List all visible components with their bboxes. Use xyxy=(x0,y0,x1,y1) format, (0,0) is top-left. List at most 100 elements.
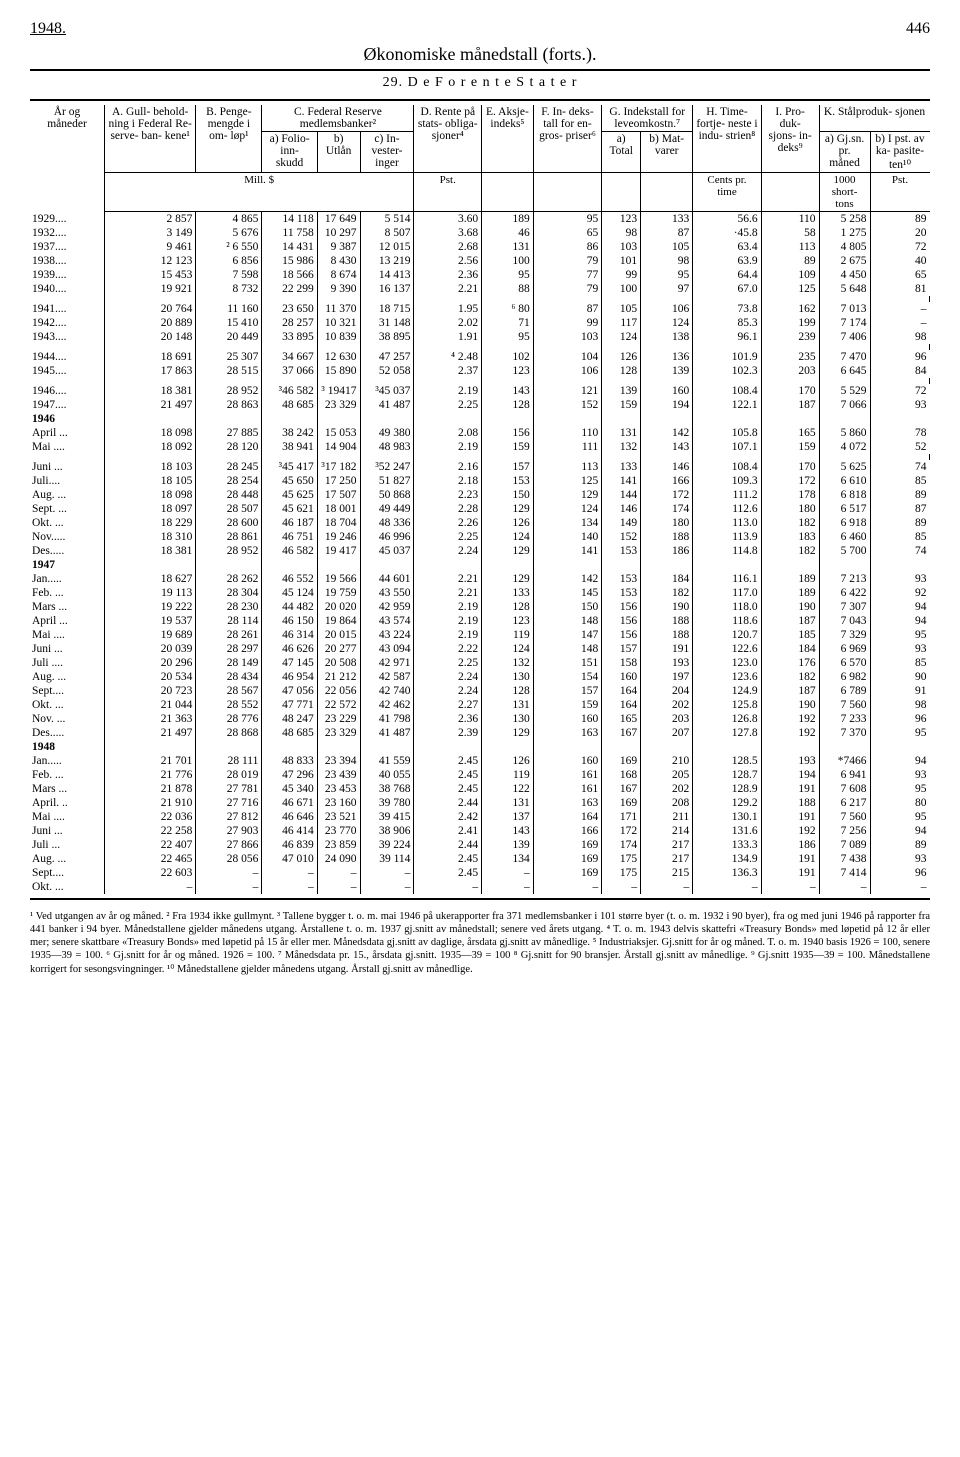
cell: 72 xyxy=(870,384,929,398)
cell: 2.19 xyxy=(414,440,482,454)
cell: 41 798 xyxy=(360,712,414,726)
table-row: Aug. ...18 09828 44845 62517 50750 8682.… xyxy=(30,488,930,502)
cell: 156 xyxy=(602,600,641,614)
cell: 128.5 xyxy=(693,754,761,768)
cell: 203 xyxy=(761,364,819,378)
table-row: 1938....12 1236 85615 9868 43013 2192.56… xyxy=(30,254,930,268)
cell: 192 xyxy=(761,726,819,740)
cell: 20 764 xyxy=(105,302,196,316)
cell: 169 xyxy=(602,754,641,768)
cell: 2.27 xyxy=(414,698,482,712)
cell: 189 xyxy=(761,586,819,600)
cell xyxy=(317,412,360,426)
cell: 63.4 xyxy=(693,240,761,254)
cell: 21 878 xyxy=(105,782,196,796)
cell: – xyxy=(602,880,641,894)
year: 1948. xyxy=(30,20,66,38)
cell: 2.25 xyxy=(414,398,482,412)
table-row: Des.....21 49728 86848 68523 32941 4872.… xyxy=(30,726,930,740)
cell: 8 507 xyxy=(360,226,414,240)
row-label: April ... xyxy=(30,426,105,440)
cell: 143 xyxy=(641,440,693,454)
page-header: 1948. 446 xyxy=(30,20,930,38)
cell: 157 xyxy=(602,642,641,656)
cell: 123 xyxy=(482,364,534,378)
cell: 95 xyxy=(870,782,929,796)
cell: 128 xyxy=(482,684,534,698)
table-row: 1948 xyxy=(30,740,930,754)
cell: 23 160 xyxy=(317,796,360,810)
cell: 7 013 xyxy=(819,302,870,316)
cell: 46 996 xyxy=(360,530,414,544)
cell: 95 xyxy=(482,268,534,282)
cell: 110 xyxy=(533,426,601,440)
cell: 207 xyxy=(641,726,693,740)
cell: 131 xyxy=(602,426,641,440)
cell xyxy=(602,740,641,754)
table-row: April ...18 09827 88538 24215 05349 3802… xyxy=(30,426,930,440)
col-F: F. In- deks- tall for en- gros- priser⁶ xyxy=(533,105,601,173)
cell: 123.6 xyxy=(693,670,761,684)
cell: 121 xyxy=(533,384,601,398)
cell: 157 xyxy=(533,684,601,698)
cell: 5 700 xyxy=(819,544,870,558)
cell: 95 xyxy=(870,726,929,740)
cell: 165 xyxy=(602,712,641,726)
table-row: Okt. ...–––––––––––––– xyxy=(30,880,930,894)
cell xyxy=(641,412,693,426)
cell xyxy=(641,558,693,572)
cell: – xyxy=(870,302,929,316)
units-pst: Pst. xyxy=(414,173,482,212)
cell: 21 212 xyxy=(317,670,360,684)
cell: 81 xyxy=(870,282,929,296)
cell: 89 xyxy=(761,254,819,268)
cell: 28 507 xyxy=(196,502,262,516)
table-row: Sept. ...18 09728 50745 62118 00149 4492… xyxy=(30,502,930,516)
cell: 18 105 xyxy=(105,474,196,488)
cell: 129 xyxy=(482,544,534,558)
row-label: Sept.... xyxy=(30,866,105,880)
cell: – xyxy=(870,880,929,894)
cell: 101 xyxy=(602,254,641,268)
cell: ³17 182 xyxy=(317,460,360,474)
cell: 187 xyxy=(761,614,819,628)
cell: 2.24 xyxy=(414,684,482,698)
cell xyxy=(414,740,482,754)
cell: 28 776 xyxy=(196,712,262,726)
units-cents: Cents pr. time xyxy=(693,173,761,212)
cell: 133 xyxy=(641,212,693,227)
cell: 46 646 xyxy=(262,810,317,824)
cell: 126 xyxy=(482,754,534,768)
cell: 28 552 xyxy=(196,698,262,712)
cell: 5 625 xyxy=(819,460,870,474)
row-label: Juni ... xyxy=(30,642,105,656)
cell: 9 461 xyxy=(105,240,196,254)
col-Ca: a) Folio- inn- skudd xyxy=(262,132,317,173)
cell: – xyxy=(317,866,360,880)
table-row: 1946....18 38128 952³46 582³ 19417³45 03… xyxy=(30,384,930,398)
cell: 169 xyxy=(533,852,601,866)
cell: 19 921 xyxy=(105,282,196,296)
cell: 18 381 xyxy=(105,384,196,398)
cell: – xyxy=(819,880,870,894)
cell xyxy=(761,740,819,754)
cell: – xyxy=(196,866,262,880)
cell: 18 229 xyxy=(105,516,196,530)
cell: 119 xyxy=(482,628,534,642)
cell: 125 xyxy=(533,474,601,488)
table-row: April ...19 53728 11446 15019 86443 5742… xyxy=(30,614,930,628)
cell: 106 xyxy=(533,364,601,378)
row-label: 1939.... xyxy=(30,268,105,282)
cell: 15 890 xyxy=(317,364,360,378)
cell: 78 xyxy=(870,426,929,440)
cell: 191 xyxy=(641,642,693,656)
cell: 28 448 xyxy=(196,488,262,502)
cell: 113 xyxy=(761,240,819,254)
row-label: 1946 xyxy=(30,412,105,426)
cell: 172 xyxy=(761,474,819,488)
cell: 110 xyxy=(761,212,819,227)
cell: 99 xyxy=(533,316,601,330)
cell: 46 954 xyxy=(262,670,317,684)
cell: 2 675 xyxy=(819,254,870,268)
cell: 133 xyxy=(602,460,641,474)
